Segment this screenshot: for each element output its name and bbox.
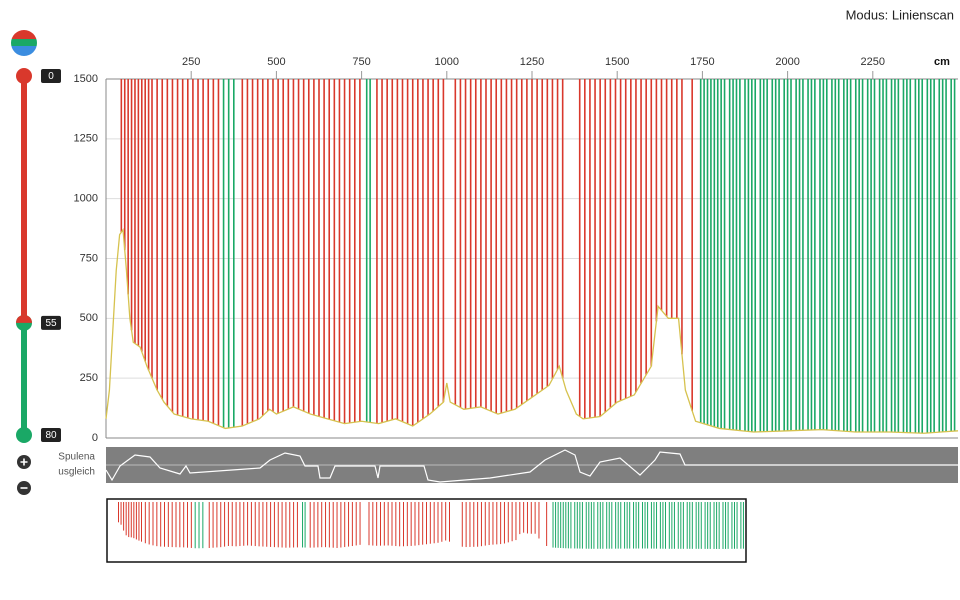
x-tick-label: 500 — [267, 56, 285, 68]
y-tick-label: 0 — [92, 432, 98, 444]
plot: 0 250 500 750 1000 1250 1500 250 500 750 1000 1250 1… — [74, 56, 959, 444]
x-tick-label: 1500 — [605, 56, 629, 68]
palette-icon[interactable] — [11, 30, 37, 56]
strip-trace — [105, 449, 958, 483]
x-tick-label: 2000 — [775, 56, 799, 68]
x-tick-label: 1000 — [435, 56, 459, 68]
icon-stripe — [11, 30, 37, 39]
x-tick-label: 1250 — [520, 56, 544, 68]
slider-thumb-top — [16, 314, 32, 323]
zoom-out[interactable] — [17, 481, 31, 495]
x-tick-label: 2250 — [861, 56, 885, 68]
y-tick-label: 250 — [80, 372, 98, 384]
y-tick-label: 1250 — [74, 133, 98, 145]
y-tick-label: 500 — [80, 312, 98, 324]
icon-stripe — [11, 46, 37, 56]
slider-value-bg — [41, 69, 61, 83]
slider-thumb — [16, 68, 32, 84]
slider-value: 55 — [45, 318, 57, 329]
slider-value-bg — [41, 315, 61, 330]
x-unit: cm — [934, 56, 950, 68]
y-tick-label: 750 — [80, 252, 98, 264]
slider-value-bg — [41, 428, 61, 442]
slider-thumb — [16, 427, 32, 443]
icon-stripe — [11, 39, 37, 46]
y-tick-label: 1000 — [74, 193, 98, 205]
trace — [105, 227, 959, 434]
mode-label: Modus: Linienscan — [846, 7, 954, 22]
strip-label: Spulena — [58, 452, 95, 463]
zoom-in[interactable] — [17, 455, 31, 469]
overview[interactable] — [106, 498, 747, 563]
x-tick-label: 1750 — [690, 56, 714, 68]
slider-value: 0 — [48, 71, 54, 82]
overview-frame — [106, 498, 747, 563]
slider-value: 80 — [45, 430, 57, 441]
y-tick-label: 1500 — [74, 73, 98, 85]
x-tick-label: 250 — [182, 56, 200, 68]
strip-label: usgleich — [58, 467, 95, 478]
x-tick-label: 750 — [352, 56, 370, 68]
compensation-strip: Spulena usgleich — [58, 447, 958, 483]
threshold-slider[interactable]: 0 55 80 — [16, 68, 61, 443]
